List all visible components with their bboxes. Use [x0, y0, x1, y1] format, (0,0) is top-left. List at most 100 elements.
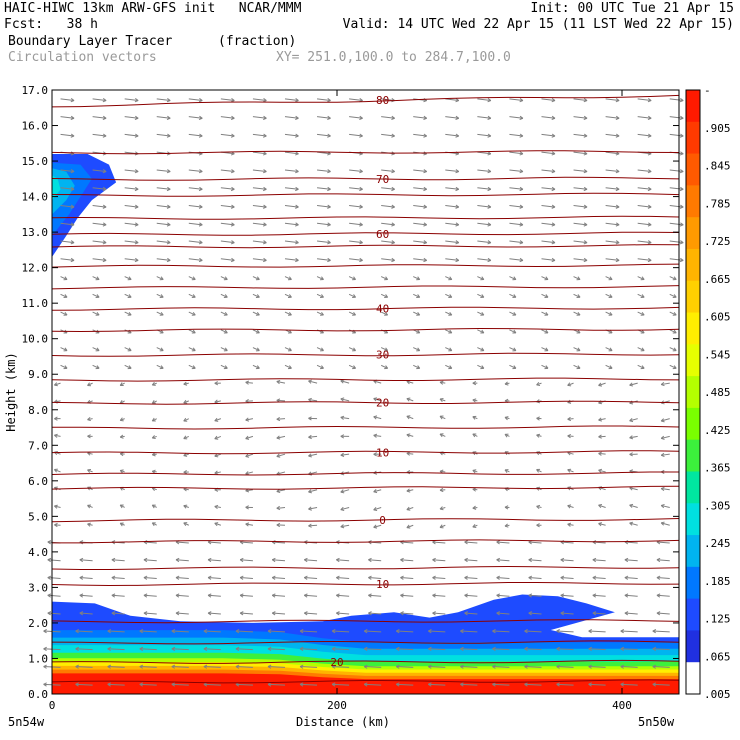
circulation-vector [637, 115, 652, 121]
circulation-vector [629, 486, 638, 491]
circulation-vector [299, 664, 318, 669]
circulation-vector [267, 664, 286, 669]
circulation-vector [214, 522, 222, 527]
circulation-vector [439, 433, 446, 438]
circulation-vector [509, 311, 517, 316]
circulation-vector [156, 276, 164, 281]
temperature-contour [52, 539, 680, 544]
circulation-vector [536, 416, 542, 421]
y-tick-label: 5.0 [28, 510, 48, 523]
circulation-vector [340, 379, 350, 384]
circulation-vector [509, 133, 524, 138]
circulation-vector [171, 646, 189, 652]
circulation-vector [624, 593, 638, 598]
circulation-vector [60, 133, 75, 138]
circulation-vector [245, 505, 253, 510]
circulation-vector [464, 611, 478, 616]
y-axis-label: Height (km) [4, 352, 18, 431]
circulation-vector [156, 98, 171, 103]
circulation-vector [75, 646, 93, 652]
circulation-vector [637, 257, 652, 263]
circulation-vector [573, 222, 588, 227]
circulation-vector [316, 311, 324, 316]
circulation-vector [656, 593, 670, 598]
circulation-vector [220, 133, 235, 138]
circulation-vector [79, 611, 93, 616]
circulation-vector [413, 257, 428, 263]
temperature-contour [51, 192, 680, 197]
temperature-contour [51, 565, 680, 570]
circulation-vector [536, 468, 542, 473]
circulation-vector [60, 257, 75, 263]
circulation-vector [151, 417, 157, 422]
circulation-vector [188, 240, 203, 245]
circulation-vector [598, 451, 606, 456]
circulation-vector [573, 364, 581, 370]
circulation-vector [660, 452, 670, 458]
circulation-vector [445, 240, 460, 245]
circulation-vector [573, 133, 588, 138]
y-tick-label: 2.0 [28, 617, 48, 630]
circulation-vector [395, 664, 414, 669]
circulation-vector [464, 557, 478, 563]
circulation-vector [509, 364, 517, 370]
circulation-vector [536, 381, 542, 386]
circulation-vector [340, 452, 350, 457]
circulation-vector [92, 257, 107, 263]
circulation-vector [496, 557, 510, 563]
circulation-vector [139, 682, 157, 687]
circulation-vector [492, 629, 510, 634]
circulation-vector [605, 98, 620, 103]
circulation-vector [54, 522, 61, 528]
circulation-vector [637, 293, 645, 299]
circulation-vector [428, 629, 446, 634]
circulation-vector [60, 276, 68, 281]
circulation-vector [573, 311, 581, 316]
circulation-vector [637, 276, 645, 281]
circulation-vector [143, 557, 157, 563]
circulation-vector [445, 169, 460, 174]
colorbar-label: .065 [704, 650, 731, 663]
circulation-vector [156, 347, 164, 352]
y-tick-label: 6.0 [28, 475, 48, 488]
x-end-location: 5n50w [638, 715, 675, 729]
circulation-vector [220, 204, 235, 209]
circulation-vector [413, 133, 428, 138]
temperature-contour [51, 400, 680, 405]
circulation-vector [573, 347, 581, 352]
circulation-vector [472, 398, 478, 403]
colorbar-swatch [686, 90, 700, 123]
circulation-vector [406, 524, 414, 529]
circulation-vector [124, 204, 139, 209]
circulation-vector [400, 575, 414, 580]
circulation-vector [156, 169, 171, 174]
circulation-vector [303, 611, 318, 616]
circulation-vector [413, 347, 421, 352]
y-tick-label: 9.0 [28, 368, 48, 381]
circulation-vector [573, 115, 588, 121]
circulation-vector [107, 682, 125, 687]
circulation-vector [509, 240, 524, 245]
circulation-vector [477, 276, 485, 281]
circulation-vector [428, 664, 446, 669]
circulation-vector [156, 311, 164, 316]
circulation-vector [175, 593, 189, 598]
contour-label: 70 [376, 173, 389, 186]
circulation-vector [509, 204, 524, 209]
circulation-vector [183, 469, 189, 475]
temperature-contour [51, 450, 680, 455]
circulation-vector [220, 276, 228, 281]
circulation-vector [598, 522, 606, 527]
circulation-vector [524, 682, 542, 687]
circulation-vector [660, 382, 670, 387]
circulation-vector [669, 364, 677, 370]
circulation-vector [504, 416, 510, 421]
circulation-vector [509, 151, 524, 156]
circulation-vector [592, 575, 606, 580]
circulation-vector [368, 575, 382, 580]
circulation-vector [235, 646, 253, 652]
circulation-vector [124, 186, 139, 192]
circulation-vector [284, 186, 299, 192]
circulation-vector [92, 169, 107, 174]
circulation-vector [445, 222, 460, 227]
